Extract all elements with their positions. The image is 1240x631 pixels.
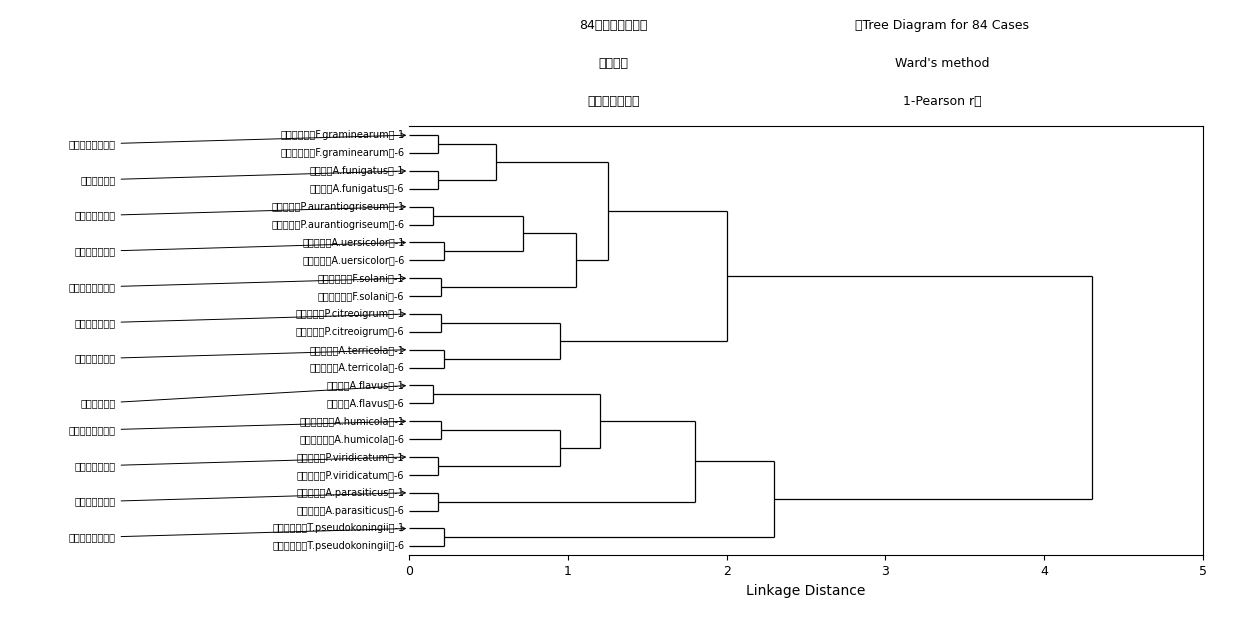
Text: 烟曲霉（A.funigatus）-6: 烟曲霉（A.funigatus）-6 [310,184,404,194]
Text: 桔灰青霉（P.aurantiogriseum）-1: 桔灰青霉（P.aurantiogriseum）-1 [272,202,404,211]
Text: 寄生曲霉（A.parasiticus）-6: 寄生曲霉（A.parasiticus）-6 [296,505,404,516]
Text: 土生链孢霉（A.humicola）-6: 土生链孢霉（A.humicola）-6 [299,434,404,444]
Text: 黄曲霉（A.flavus）-6: 黄曲霉（A.flavus）-6 [326,398,404,408]
Text: 样品中黄暗青霉: 样品中黄暗青霉 [74,312,405,328]
Text: 样品中栖土曲霉: 样品中栖土曲霉 [74,348,405,363]
Text: 茄病镰刀菌（F.solani）-1: 茄病镰刀菌（F.solani）-1 [317,273,404,283]
X-axis label: Linkage Distance: Linkage Distance [746,584,866,598]
Text: 样品中烟曲霉: 样品中烟曲霉 [81,169,405,185]
Text: 样品中寄生曲霉: 样品中寄生曲霉 [74,491,405,507]
Text: 桔灰青霉（P.aurantiogriseum）-6: 桔灰青霉（P.aurantiogriseum）-6 [272,220,404,230]
Text: 欧式距离: 欧式距离 [599,57,629,70]
Text: Ward's method: Ward's method [895,57,990,70]
Text: 黄暗青霉（P.citreoigrum）-6: 黄暗青霉（P.citreoigrum）-6 [296,327,404,337]
Text: 样品中茄病链孢霉: 样品中茄病链孢霉 [68,276,405,292]
Text: 样品中拟康氏木霉: 样品中拟康氏木霉 [68,526,405,543]
Text: 样品中禾谷镰孢霉: 样品中禾谷镰孢霉 [68,133,405,149]
Text: 84个样本的树状图: 84个样本的树状图 [579,19,649,32]
Text: 拟康氏木霉（T.pseudokoningii）-6: 拟康氏木霉（T.pseudokoningii）-6 [273,541,404,551]
Text: 拟康氏木霉（T.pseudokoningii）-1: 拟康氏木霉（T.pseudokoningii）-1 [273,524,404,533]
Text: 皮尔森相关系数: 皮尔森相关系数 [588,95,640,108]
Text: 样品中鲜绿青霉: 样品中鲜绿青霉 [74,455,405,471]
Text: 杂色曲霉（A.uersicolor）-1: 杂色曲霉（A.uersicolor）-1 [303,237,404,247]
Text: 禾谷镰孢霉（F.graminearum）-6: 禾谷镰孢霉（F.graminearum）-6 [280,148,404,158]
Text: 栖土曲霉（A.terricola）-6: 栖土曲霉（A.terricola）-6 [310,363,404,372]
Text: 样品中黄曲霉: 样品中黄曲霉 [81,384,405,408]
Text: 杂色曲霉（A.uersicolor）-6: 杂色曲霉（A.uersicolor）-6 [303,256,404,265]
Text: 1-Pearson r）: 1-Pearson r） [903,95,982,108]
Text: 黄暗青霉（P.citreoigrum）-1: 黄暗青霉（P.citreoigrum）-1 [296,309,404,319]
Text: 鲜绿青霉（P.viridicatum）-1: 鲜绿青霉（P.viridicatum）-1 [296,452,404,462]
Text: 样品中土生链孢霉: 样品中土生链孢霉 [68,419,405,435]
Text: 烟曲霉（A.funigatus）-1: 烟曲霉（A.funigatus）-1 [310,166,404,176]
Text: 寄生曲霉（A.parasiticus）-1: 寄生曲霉（A.parasiticus）-1 [296,488,404,498]
Text: 样品中杂色曲霉: 样品中杂色曲霉 [74,240,405,256]
Text: 栖土曲霉（A.terricola）-1: 栖土曲霉（A.terricola）-1 [310,345,404,355]
Text: 样品中桔友青霉: 样品中桔友青霉 [74,204,405,221]
Text: 鲜绿青霉（P.viridicatum）-6: 鲜绿青霉（P.viridicatum）-6 [296,470,404,480]
Text: 茄病镰刀菌（F.solani）-6: 茄病镰刀菌（F.solani）-6 [317,291,404,301]
Text: （Tree Diagram for 84 Cases: （Tree Diagram for 84 Cases [856,19,1029,32]
Text: 黄曲霉（A.flavus）-1: 黄曲霉（A.flavus）-1 [326,380,404,391]
Text: 土生链孢霉（A.humicola）-1: 土生链孢霉（A.humicola）-1 [299,416,404,426]
Text: 禾谷镰孢霉（F.graminearum）-1: 禾谷镰孢霉（F.graminearum）-1 [280,130,404,140]
